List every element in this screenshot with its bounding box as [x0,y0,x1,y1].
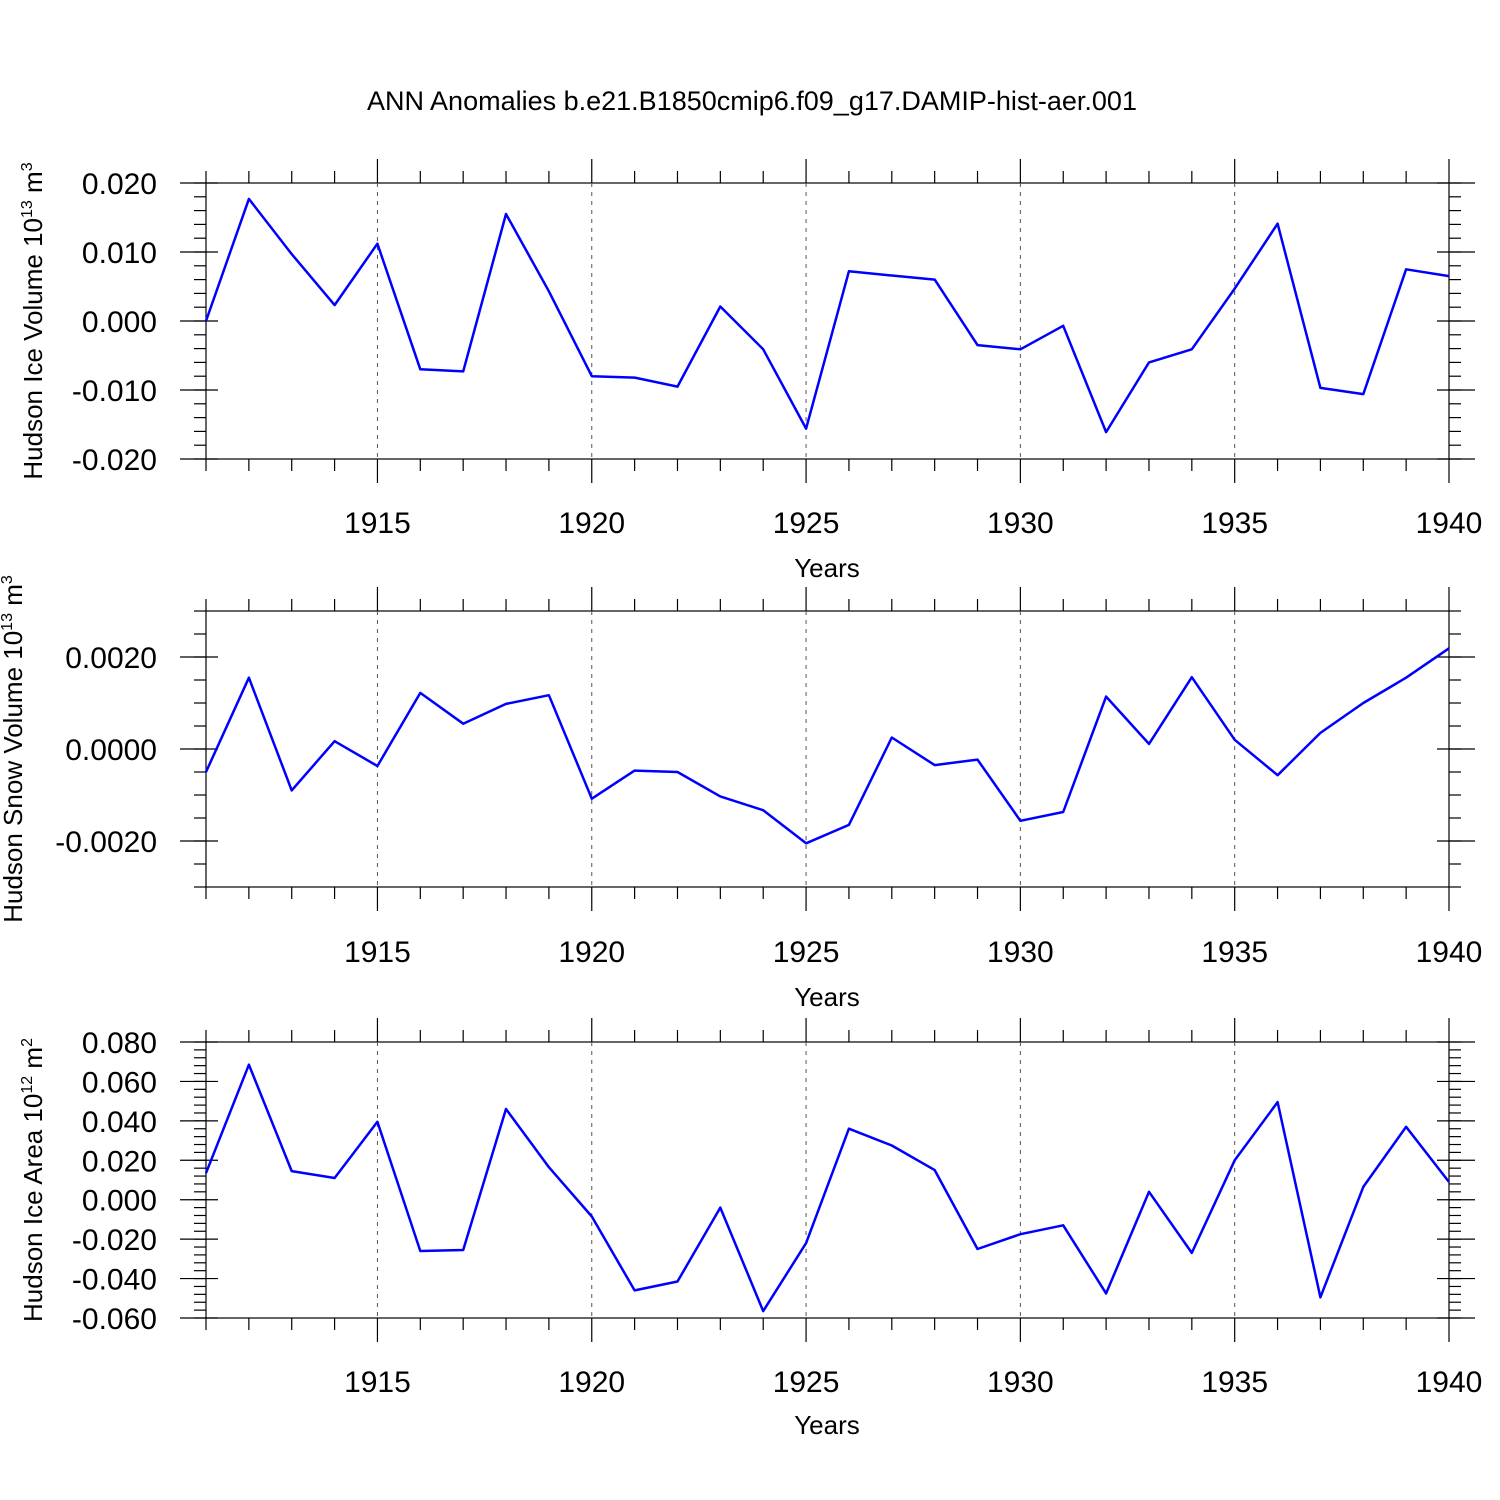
x-tick-label: 1940 [1416,507,1483,540]
x-axis-title: Years [794,982,860,1012]
y-tick-label: 0.080 [82,1027,157,1060]
y-tick-label: -0.0020 [55,826,157,859]
y-tick-label: 0.040 [82,1106,157,1139]
x-axis-title: Years [794,553,860,583]
x-tick-label: 1940 [1416,1366,1483,1399]
x-tick-label: 1930 [987,936,1054,969]
x-tick-label: 1930 [987,1366,1054,1399]
x-tick-label: 1915 [344,936,411,969]
figure-title: ANN Anomalies b.e21.B1850cmip6.f09_g17.D… [367,86,1137,116]
chart-panel-2: -0.0020 0.0000 0.0020 1915 1920 1925 1930 1935 1… [0,575,1482,1012]
data-series-line [204,647,1450,845]
y-tick-label: -0.060 [72,1303,157,1336]
y-axis-title: Hudson Ice Volume 1013 m3 [18,162,48,479]
plot-frame [205,610,1450,888]
x-tick-label: 1915 [344,1366,411,1399]
x-axis-title: Years [794,1410,860,1440]
x-tick-label: 1930 [987,507,1054,540]
y-tick-label: 0.020 [82,1145,157,1178]
data-series-line [204,197,1450,434]
y-tick-label: 0.000 [82,1185,157,1218]
x-tick-label: 1925 [773,936,840,969]
y-axis-title: Hudson Snow Volume 1013 m3 [0,575,28,923]
x-tick-label: 1915 [344,507,411,540]
y-tick-label: 0.060 [82,1066,157,1099]
x-tick-label: 1925 [773,507,840,540]
y-tick-label: -0.020 [72,444,157,477]
y-tick-label: 0.010 [82,237,157,270]
x-tick-label: 1935 [1201,507,1268,540]
y-tick-label: -0.010 [72,375,157,408]
x-tick-label: 1920 [558,936,625,969]
plot-frame [205,182,1450,460]
x-tick-label: 1935 [1201,936,1268,969]
y-tick-label: -0.040 [72,1264,157,1297]
y-tick-label: 0.0000 [65,734,157,767]
y-axis-title: Hudson Ice Area 1012 m2 [18,1038,48,1322]
x-tick-label: 1935 [1201,1366,1268,1399]
data-series-line [204,1063,1450,1313]
plot-frame [205,1041,1450,1319]
y-tick-label: 0.000 [82,306,157,339]
y-tick-label: -0.020 [72,1224,157,1257]
x-tick-label: 1920 [558,1366,625,1399]
y-tick-label: 0.0020 [65,642,157,675]
chart-panel-1: -0.020 -0.010 0.000 0.010 0.020 1915 1920 1925 1… [18,159,1482,583]
chart-panel-3: -0.060 -0.040 -0.020 0.000 0.020 0.040 0.060 0.… [18,1018,1482,1440]
x-tick-label: 1940 [1416,936,1483,969]
x-tick-label: 1925 [773,1366,840,1399]
x-tick-label: 1920 [558,507,625,540]
y-tick-label: 0.020 [82,168,157,201]
